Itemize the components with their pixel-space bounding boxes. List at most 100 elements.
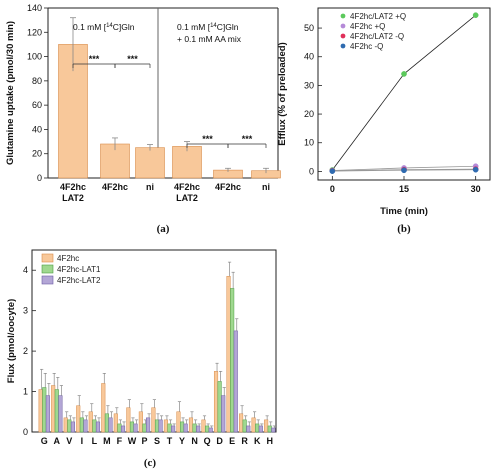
chart-c-bar (158, 419, 163, 433)
chart-a-x-tick-label: LAT2 (62, 193, 84, 203)
chart-c-bar (213, 371, 219, 433)
chart-c-x-tick-label: I (81, 436, 84, 446)
chart-c-bar (117, 423, 122, 433)
chart-c-bar (58, 395, 63, 433)
chart-c-bar (79, 417, 84, 433)
chart-c-bar (120, 425, 126, 433)
chart-c-legend-swatch (41, 275, 54, 285)
chart-c-bar (201, 419, 206, 433)
chart-a-y-ticks: 0 20 40 60 80 100 120 140 (27, 3, 48, 183)
chart-c-bar (167, 423, 172, 433)
chart-c-y-tick-label: 4 (23, 265, 28, 275)
chart-c-y-axis-label: Flux (pmol/oocyte) (6, 299, 17, 383)
chart-a-bar (172, 146, 202, 179)
chart-c-bar (246, 425, 251, 433)
chart-a-y-tick-label: 100 (27, 52, 42, 62)
chart-c-x-tick-label: W (128, 436, 137, 446)
chart-c-bar (70, 421, 75, 433)
chart-c-bar (208, 427, 213, 433)
chart-c-y-tick-label: 1 (23, 387, 28, 397)
chart-a-x-tick-label: ni (262, 182, 270, 192)
chart-a-x-tick-label: 4F2hc (174, 182, 200, 192)
chart-b-point (401, 167, 407, 174)
chart-c-x-tick-label: V (66, 436, 72, 446)
chart-c-bar (113, 413, 118, 433)
chart-c-panel-label: (c) (144, 457, 157, 469)
chart-a-significance-label: *** (242, 134, 253, 144)
chart-c-bar (92, 419, 97, 433)
chart-a-bars (58, 17, 281, 179)
chart-c-bar (271, 427, 276, 433)
chart-c-bar (142, 423, 147, 433)
chart-c-legend-swatch (41, 264, 54, 274)
chart-b-y-tick-label: 0 (309, 166, 314, 176)
chart-a-bar (135, 147, 165, 179)
chart-b-point (472, 166, 479, 173)
chart-c-legend-label: 4F2hc (57, 254, 79, 263)
chart-c-bar (51, 385, 56, 433)
chart-c-bar (171, 425, 176, 433)
chart-b-legend-label: 4F2hc/LAT2 -Q (350, 32, 404, 41)
chart-c-x-tick-label: N (191, 436, 198, 446)
chart-c-bar (151, 407, 156, 433)
chart-c-x-tick-label: P (141, 436, 147, 446)
chart-a-x-tick-label: 4F2hc (102, 182, 128, 192)
chart-b-y-tick-label: 50 (304, 23, 314, 33)
chart-b-x-axis-label: Time (min) (380, 206, 428, 217)
chart-c-bar (146, 417, 151, 433)
chart-c-bar (205, 425, 210, 433)
chart-b-x-tick-label: 15 (399, 184, 409, 194)
chart-c-bar (217, 381, 222, 433)
chart-c-bar (104, 413, 109, 433)
chart-c-legend-label: 4F2hc-LAT2 (57, 276, 101, 285)
chart-b-y-axis-label: Efflux (% of preloaded) (277, 42, 288, 145)
chart-c-y-ticks: 0 1 2 3 4 (23, 265, 36, 437)
chart-b-y-tick-label: 20 (304, 109, 314, 119)
chart-c-legend-label: 4F2hc-LAT1 (57, 265, 101, 274)
chart-b-point (472, 12, 479, 19)
chart-b-legend-marker (340, 33, 346, 39)
chart-a-x-tick-label: ni (146, 182, 154, 192)
chart-b-point (401, 71, 407, 77)
chart-c-x-tick-label: L (92, 436, 98, 446)
chart-a-panel-label: (a) (157, 223, 170, 235)
chart-c-bar (239, 413, 244, 433)
chart-b-y-tick-label: 30 (304, 80, 314, 90)
chart-c-bar (129, 421, 134, 433)
chart-a-y-tick-label: 120 (27, 27, 42, 37)
chart-c-x-tick-label: G (41, 436, 48, 446)
chart-c-bar (192, 423, 197, 433)
chart-c-x-tick-label: A (54, 436, 61, 446)
chart-b-legend-label: 4F2hc/LAT2 +Q (350, 12, 406, 21)
chart-c-bar (76, 405, 81, 433)
chart-c-bar (133, 423, 138, 433)
chart-b-point (329, 168, 336, 174)
chart-c-x-tick-label: T (167, 436, 173, 446)
chart-c-bar (183, 423, 188, 433)
chart-a-y-tick-label: 60 (32, 100, 42, 110)
chart-b-y-tick-label: 40 (304, 52, 314, 62)
chart-c-bar (242, 419, 247, 433)
chart-c-bar (230, 288, 235, 433)
chart-b-y-ticks: 0 10 20 30 40 50 (304, 23, 322, 176)
chart-a-significance-label: *** (89, 54, 100, 64)
chart-c-legend: 4F2hc 4F2hc-LAT1 4F2hc-LAT2 (41, 253, 101, 285)
chart-c-bar (45, 395, 50, 433)
chart-b-y-tick-label: 10 (304, 138, 314, 148)
chart-c-bar (38, 389, 43, 433)
chart-c-bar (180, 421, 185, 433)
chart-c-bar (196, 425, 201, 433)
chart-c-y-tick-label: 0 (23, 427, 28, 437)
chart-b-legend-marker (340, 23, 346, 29)
chart-c-bar (255, 423, 260, 433)
chart-a-x-tick-label: 4F2hc (60, 182, 86, 192)
chart-c-bar (154, 419, 160, 433)
chart-a-y-tick-label: 20 (32, 149, 42, 159)
chart-c-bar (126, 407, 131, 433)
chart-a-y-tick-label: 80 (32, 76, 42, 86)
